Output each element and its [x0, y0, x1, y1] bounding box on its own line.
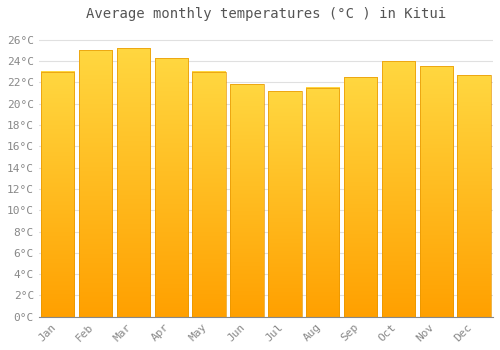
Bar: [382, 61, 415, 317]
Bar: [268, 91, 302, 317]
Bar: [458, 75, 491, 317]
Bar: [41, 72, 74, 317]
Bar: [420, 66, 453, 317]
Title: Average monthly temperatures (°C ) in Kitui: Average monthly temperatures (°C ) in Ki…: [86, 7, 446, 21]
Bar: [154, 58, 188, 317]
Bar: [192, 72, 226, 317]
Bar: [117, 48, 150, 317]
Bar: [306, 88, 340, 317]
Bar: [344, 77, 377, 317]
Bar: [230, 84, 264, 317]
Bar: [79, 50, 112, 317]
